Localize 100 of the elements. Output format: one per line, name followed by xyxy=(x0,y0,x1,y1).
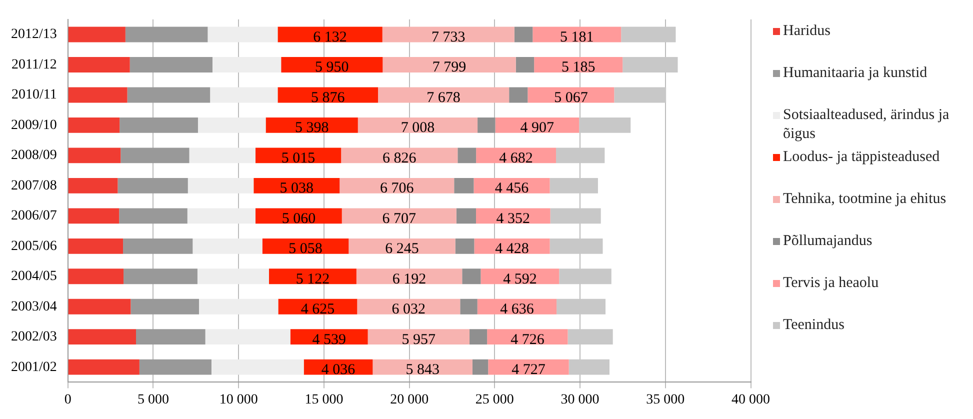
bar xyxy=(454,178,474,194)
data-label: 4 907 xyxy=(520,120,555,136)
bar xyxy=(278,298,358,314)
data-label: 7 008 xyxy=(400,120,435,136)
bar xyxy=(256,148,342,164)
data-label: 7 799 xyxy=(432,60,466,76)
y-tick-label: 2009/10 xyxy=(11,118,57,133)
bar xyxy=(368,329,470,345)
bar xyxy=(509,87,528,103)
bar xyxy=(550,238,603,254)
bar xyxy=(68,298,131,314)
bar xyxy=(188,178,254,194)
y-tick-label: 2004/05 xyxy=(11,269,57,284)
bar xyxy=(382,26,514,42)
bar xyxy=(470,329,488,345)
x-tick-label: 25 000 xyxy=(475,392,514,408)
bar xyxy=(187,208,256,224)
data-label: 4 036 xyxy=(321,362,356,378)
data-label: 5 058 xyxy=(288,241,322,258)
bar xyxy=(516,57,534,72)
data-label: 5 060 xyxy=(282,210,316,227)
bar xyxy=(568,359,610,375)
data-label: 4 726 xyxy=(510,332,545,348)
y-tick-label: 2002/03 xyxy=(11,330,57,345)
bar xyxy=(487,329,568,345)
x-tick-label: 30 000 xyxy=(560,392,600,408)
bar xyxy=(68,148,121,164)
x-tick-label: 40 000 xyxy=(732,392,770,408)
bar xyxy=(559,268,612,284)
y-tick-label: 2006/07 xyxy=(11,208,57,224)
data-label: 5 876 xyxy=(310,90,346,106)
data-label: 7 733 xyxy=(432,29,466,46)
bar xyxy=(118,178,188,194)
bar xyxy=(458,148,476,164)
data-label: 6 192 xyxy=(392,271,426,288)
bar xyxy=(357,298,460,314)
bar xyxy=(130,57,212,72)
bar xyxy=(472,359,488,375)
data-label: 5 015 xyxy=(281,150,316,166)
bar xyxy=(68,208,120,224)
bar xyxy=(210,87,278,103)
data-label: 5 843 xyxy=(406,362,440,378)
bar xyxy=(197,268,269,284)
bar xyxy=(205,329,290,345)
y-tick-label: 2010/11 xyxy=(12,88,57,103)
data-label: 4 352 xyxy=(496,210,530,227)
data-label: 4 625 xyxy=(300,302,335,318)
bar xyxy=(456,208,476,224)
bar xyxy=(199,298,278,314)
bar xyxy=(136,329,206,345)
legend-label: Teenindus xyxy=(783,316,844,335)
bar xyxy=(341,148,458,164)
data-label: 5 067 xyxy=(554,90,588,106)
bar xyxy=(358,118,478,133)
bar xyxy=(342,208,456,224)
legend-label: Tehnika, tootmine ja ehitus xyxy=(783,190,946,209)
data-label: 5 181 xyxy=(560,29,594,46)
legend-label: Sotsiaalteadused, ärindus ja õigus xyxy=(783,106,950,144)
bar xyxy=(579,118,631,133)
bar xyxy=(212,57,282,72)
bar xyxy=(495,118,580,133)
data-label: 4 682 xyxy=(499,150,533,166)
data-label: 6 132 xyxy=(313,29,347,46)
y-tick-label: 2007/08 xyxy=(11,178,57,194)
y-tick-label: 2003/04 xyxy=(11,299,57,314)
y-tick-label: 2005/06 xyxy=(11,238,57,254)
bar xyxy=(455,238,474,254)
bar xyxy=(340,178,454,194)
bar xyxy=(268,268,356,284)
bar xyxy=(130,298,199,314)
data-label: 5 122 xyxy=(296,271,330,288)
bar xyxy=(266,118,358,133)
bar xyxy=(568,329,613,345)
bar xyxy=(488,359,569,375)
bar xyxy=(556,298,606,314)
bar xyxy=(356,268,462,284)
bar xyxy=(211,359,304,375)
y-tick-label: 2011/12 xyxy=(12,57,57,72)
bar xyxy=(622,57,678,72)
bar xyxy=(550,208,601,224)
data-label: 6 032 xyxy=(392,302,426,318)
bar xyxy=(278,26,382,42)
x-tick-label: 0 xyxy=(64,392,72,408)
legend-label: Loodus- ja täppisteadused xyxy=(783,148,940,167)
bar xyxy=(68,87,128,103)
bar xyxy=(127,87,210,103)
data-label: 5 185 xyxy=(561,60,596,76)
bar xyxy=(123,238,193,254)
x-tick-label: 10 000 xyxy=(219,392,258,408)
bar xyxy=(198,118,266,133)
data-label: 6 245 xyxy=(385,241,419,258)
bar xyxy=(550,178,598,194)
bar xyxy=(68,329,136,345)
data-label: 6 707 xyxy=(382,210,417,227)
bar xyxy=(514,26,533,42)
legend-label: Haridus xyxy=(783,22,830,41)
data-label: 7 678 xyxy=(426,90,460,106)
bar xyxy=(192,238,262,254)
bar xyxy=(120,118,198,133)
data-label: 4 636 xyxy=(500,302,534,318)
